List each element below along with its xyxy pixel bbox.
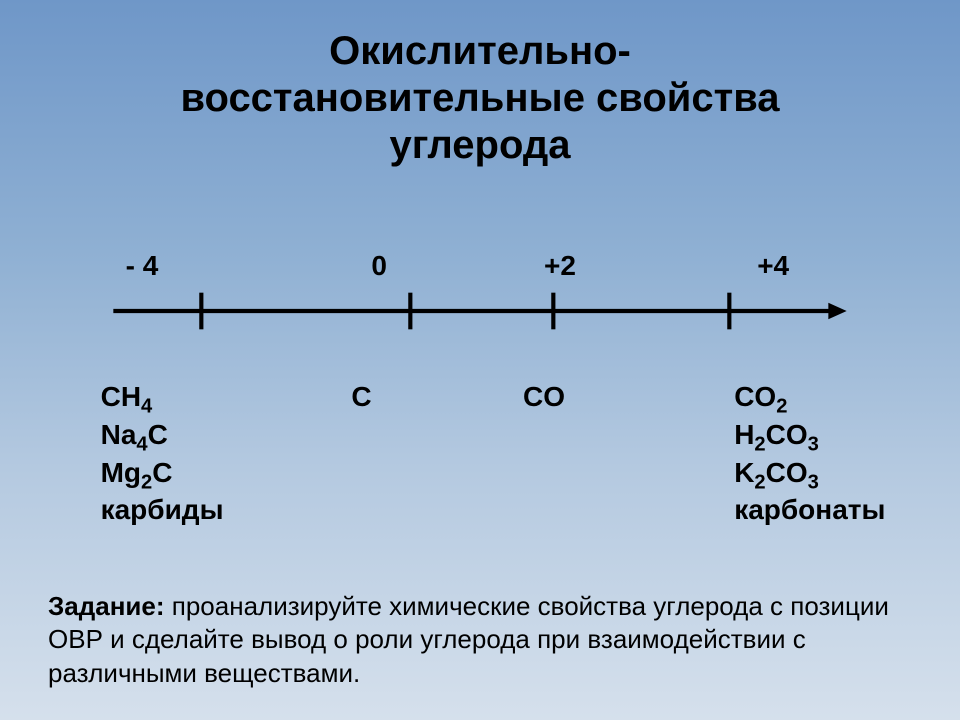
- title-line-1: Окислительно-: [329, 29, 631, 73]
- compounds-zero: C: [351, 378, 371, 416]
- oxidation-state-plus-2: +2: [544, 250, 576, 282]
- compounds-minus-4: CH4Na4CMg2Cкарбиды: [101, 378, 224, 529]
- title-line-3: углерода: [389, 123, 570, 167]
- slide-title: Окислительно- восстановительные свойства…: [0, 28, 960, 170]
- title-line-2: восстановительные свойства: [180, 76, 779, 120]
- compounds-plus-4: CO2H2CO3K2CO3карбонаты: [734, 378, 885, 529]
- oxidation-state-plus-4: +4: [757, 250, 789, 282]
- task-block: Задание: проанализируйте химические свой…: [48, 590, 918, 690]
- oxidation-state-zero: 0: [371, 250, 387, 282]
- oxidation-state-minus-4: - 4: [126, 250, 159, 282]
- number-line-axis: [40, 286, 920, 336]
- task-lead: Задание:: [48, 591, 165, 621]
- task-text: проанализируйте химические свойства угле…: [48, 591, 889, 688]
- compounds-plus-2: CO: [523, 378, 565, 416]
